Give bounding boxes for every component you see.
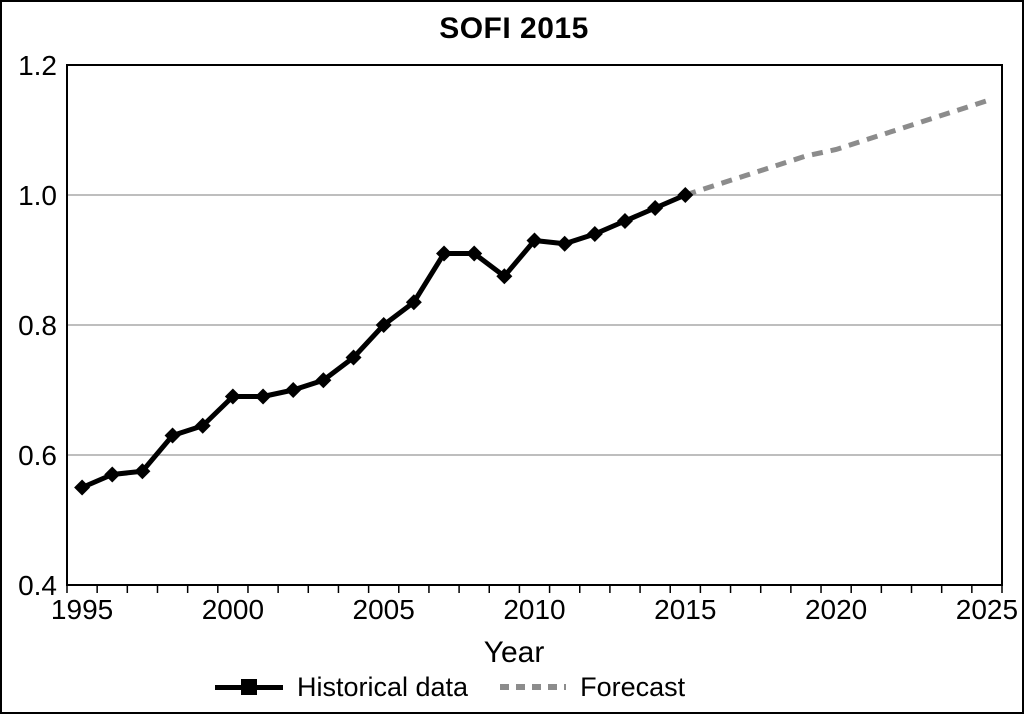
data-point-marker <box>375 317 392 333</box>
data-point-marker <box>405 294 422 311</box>
x-tick-label: 2010 <box>503 594 565 625</box>
y-tick-label: 0.4 <box>18 570 57 601</box>
x-axis-title: Year <box>483 636 545 669</box>
x-tick-label: 2000 <box>202 594 264 625</box>
x-tick-label: 2015 <box>654 594 716 625</box>
x-tick-label: 2005 <box>353 594 415 625</box>
data-point-marker <box>224 388 241 405</box>
legend: Historical data Forecast <box>215 672 685 702</box>
data-point-marker <box>556 235 573 252</box>
data-point-marker <box>345 349 362 366</box>
data-point-marker <box>647 200 664 216</box>
chart-title: SOFI 2015 <box>439 12 589 45</box>
forecast-dash-sample-icon <box>500 684 567 690</box>
legend-item-forecast: Forecast <box>500 672 685 702</box>
data-point-marker <box>677 187 694 203</box>
y-tick-label: 0.6 <box>18 440 57 471</box>
data-point-marker <box>616 213 633 229</box>
data-point-marker <box>285 382 302 398</box>
data-point-marker <box>104 466 121 483</box>
legend-label-forecast: Forecast <box>580 672 686 702</box>
legend-label-historical: Historical data <box>297 672 469 702</box>
data-point-marker <box>134 463 151 480</box>
data-point-marker <box>194 417 211 434</box>
data-point-marker <box>164 427 181 444</box>
data-point-marker <box>496 268 513 285</box>
forecast-line <box>684 98 988 198</box>
y-tick-label: 1.2 <box>18 50 57 81</box>
x-tick-label: 1995 <box>51 594 113 625</box>
historical-line-sample-icon <box>215 678 283 695</box>
x-tick-label: 2020 <box>805 594 867 625</box>
data-point-marker <box>586 226 603 242</box>
data-point-marker <box>255 388 272 405</box>
y-tick-label: 0.8 <box>18 310 57 341</box>
data-point-marker <box>74 479 91 496</box>
plot-border <box>66 64 1003 586</box>
y-tick-label: 1.0 <box>18 180 57 211</box>
data-point-marker <box>466 245 483 262</box>
data-point-marker <box>436 245 453 262</box>
data-point-marker <box>315 372 332 389</box>
data-point-marker <box>526 232 543 249</box>
legend-item-historical: Historical data <box>215 672 468 702</box>
x-tick-label: 2025 <box>956 594 1018 625</box>
